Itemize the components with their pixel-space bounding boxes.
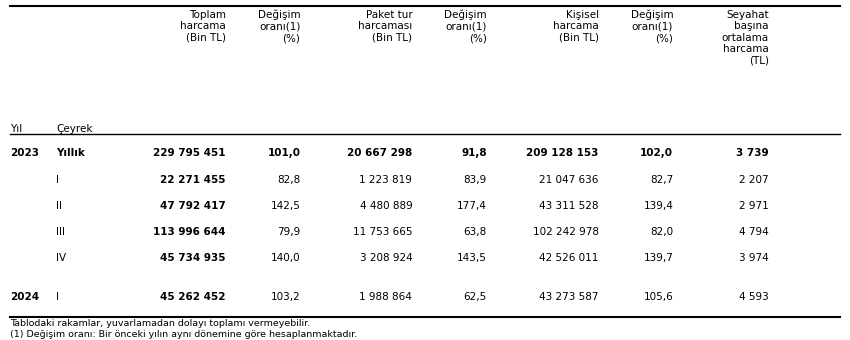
Text: 82,8: 82,8 — [277, 174, 300, 185]
Text: 139,4: 139,4 — [643, 201, 673, 211]
Text: Kişisel
harcama
(Bin TL): Kişisel harcama (Bin TL) — [553, 10, 598, 43]
Text: 177,4: 177,4 — [457, 201, 487, 211]
Text: Toplam
harcama
(Bin TL): Toplam harcama (Bin TL) — [180, 10, 226, 43]
Text: III: III — [56, 227, 65, 237]
Text: Değişim
oranı(1)
(%): Değişim oranı(1) (%) — [631, 10, 673, 43]
Text: 63,8: 63,8 — [463, 227, 487, 237]
Text: 140,0: 140,0 — [271, 253, 300, 263]
Text: 143,5: 143,5 — [457, 253, 487, 263]
Text: 103,2: 103,2 — [270, 292, 300, 302]
Text: 2 207: 2 207 — [740, 174, 769, 185]
Text: 4 593: 4 593 — [740, 292, 769, 302]
Text: 45 734 935: 45 734 935 — [161, 253, 226, 263]
Text: 83,9: 83,9 — [463, 174, 487, 185]
Text: I: I — [56, 174, 60, 185]
Text: 62,5: 62,5 — [463, 292, 487, 302]
Text: 1 223 819: 1 223 819 — [360, 174, 412, 185]
Text: 42 526 011: 42 526 011 — [539, 253, 598, 263]
Text: I: I — [56, 292, 60, 302]
Text: 45 262 452: 45 262 452 — [161, 292, 226, 302]
Text: 139,7: 139,7 — [643, 253, 673, 263]
Text: 3 739: 3 739 — [736, 148, 769, 158]
Text: 2023: 2023 — [10, 148, 39, 158]
Text: 3 208 924: 3 208 924 — [360, 253, 412, 263]
Text: 91,8: 91,8 — [462, 148, 487, 158]
Text: 102 242 978: 102 242 978 — [533, 227, 598, 237]
Text: 11 753 665: 11 753 665 — [353, 227, 412, 237]
Text: 82,7: 82,7 — [650, 174, 673, 185]
Text: 4 794: 4 794 — [740, 227, 769, 237]
Text: Tablodaki rakamlar, yuvarlamadan dolayı toplamı vermeyebilir.: Tablodaki rakamlar, yuvarlamadan dolayı … — [10, 319, 310, 328]
Text: 4 480 889: 4 480 889 — [360, 201, 412, 211]
Text: Çeyrek: Çeyrek — [56, 124, 93, 134]
Text: 1 988 864: 1 988 864 — [360, 292, 412, 302]
Text: (1) Değişim oranı: Bir önceki yılın aynı dönemine göre hesaplanmaktadır.: (1) Değişim oranı: Bir önceki yılın aynı… — [10, 330, 357, 339]
Text: 101,0: 101,0 — [268, 148, 300, 158]
Text: Değişim
oranı(1)
(%): Değişim oranı(1) (%) — [258, 10, 300, 43]
Text: 102,0: 102,0 — [640, 148, 673, 158]
Text: Seyahat
başına
ortalama
harcama
(TL): Seyahat başına ortalama harcama (TL) — [722, 10, 769, 66]
Text: II: II — [56, 201, 62, 211]
Text: 2 971: 2 971 — [740, 201, 769, 211]
Text: 21 047 636: 21 047 636 — [539, 174, 598, 185]
Text: 43 311 528: 43 311 528 — [539, 201, 598, 211]
Text: 47 792 417: 47 792 417 — [160, 201, 226, 211]
Text: Yıllık: Yıllık — [56, 148, 85, 158]
Text: 3 974: 3 974 — [740, 253, 769, 263]
Text: 22 271 455: 22 271 455 — [161, 174, 226, 185]
Text: 2024: 2024 — [10, 292, 39, 302]
Text: 43 273 587: 43 273 587 — [539, 292, 598, 302]
Text: 113 996 644: 113 996 644 — [153, 227, 226, 237]
Text: 79,9: 79,9 — [277, 227, 300, 237]
Text: 105,6: 105,6 — [643, 292, 673, 302]
Text: 20 667 298: 20 667 298 — [347, 148, 412, 158]
Text: Yıl: Yıl — [10, 124, 22, 134]
Text: 142,5: 142,5 — [270, 201, 300, 211]
Text: 82,0: 82,0 — [650, 227, 673, 237]
Text: Paket tur
harcaması
(Bin TL): Paket tur harcaması (Bin TL) — [358, 10, 412, 43]
Text: Değişim
oranı(1)
(%): Değişim oranı(1) (%) — [445, 10, 487, 43]
Text: 229 795 451: 229 795 451 — [153, 148, 226, 158]
Text: IV: IV — [56, 253, 66, 263]
Text: 209 128 153: 209 128 153 — [526, 148, 598, 158]
